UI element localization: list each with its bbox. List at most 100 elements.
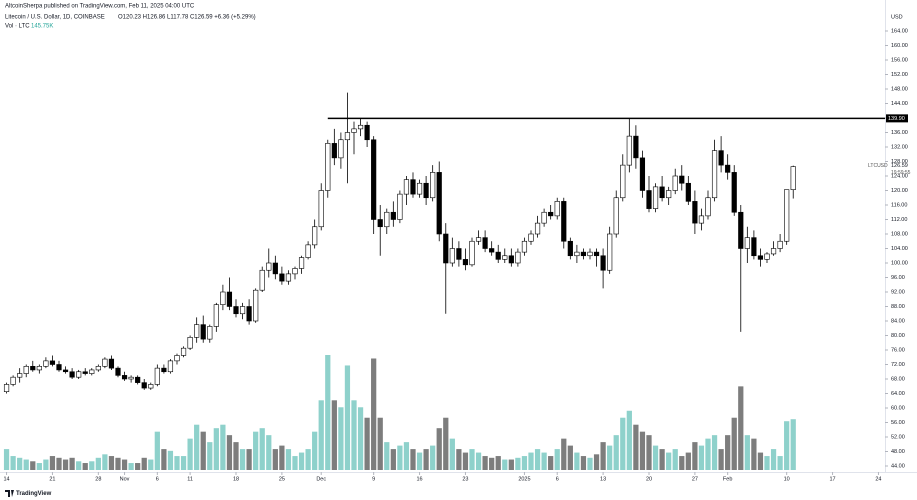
volume-bar [639, 431, 646, 470]
volume-bar [17, 457, 23, 470]
candle-body [220, 291, 226, 305]
volume-bar [292, 456, 298, 470]
candle-body [567, 240, 573, 257]
y-tick-label: 84.00 [891, 318, 905, 324]
y-tick-label: 64.00 [891, 391, 905, 397]
candle-body [298, 257, 305, 269]
candle-body [397, 193, 403, 220]
volume-bar [685, 452, 691, 470]
volume-bar [475, 452, 482, 470]
y-tick-label: 152.00 [891, 72, 908, 78]
candle-body [521, 240, 528, 253]
volume-bar [36, 463, 42, 470]
volume-bar [102, 454, 108, 470]
volume-bar [593, 454, 600, 470]
volume-bar [613, 435, 619, 470]
author-line: AltcoinSherpa published on TradingView.c… [5, 4, 195, 10]
volume-bar [390, 449, 396, 470]
candle-body [685, 182, 691, 202]
volume-bar [141, 457, 147, 470]
volume-bar [23, 459, 29, 470]
y-tick-label: 144.00 [891, 101, 908, 107]
volume-bar [49, 456, 56, 470]
y-tick-label: 48.00 [891, 449, 905, 455]
candle-body [305, 244, 311, 258]
volume-bar [76, 461, 82, 470]
candle-body [580, 251, 587, 257]
volume-bar [587, 457, 593, 470]
volume-bar [371, 358, 377, 470]
volume-bar [318, 400, 324, 470]
candle-body [508, 255, 514, 264]
volume-bar [89, 461, 95, 470]
candle-body [475, 237, 482, 242]
volume-bar [174, 456, 180, 470]
volume-bar [108, 456, 115, 470]
volume-bar [534, 449, 541, 470]
candle-body [561, 201, 567, 242]
candle-body [272, 262, 278, 275]
x-tick-label: 23 [462, 476, 468, 482]
x-tick-label: 20 [646, 476, 652, 482]
volume-bar [777, 456, 783, 470]
candle-body [652, 186, 659, 209]
y-tick-label: 124.00 [891, 173, 908, 179]
x-tick-label: 17 [829, 476, 835, 482]
y-tick-label: 92.00 [891, 289, 905, 295]
volume-bar [561, 438, 567, 470]
candle-body [102, 358, 108, 367]
volume-bars [3, 355, 796, 470]
x-tick-label: 27 [692, 476, 698, 482]
candle-body [239, 306, 246, 315]
candle-body [738, 211, 744, 249]
candle-body [108, 358, 115, 369]
y-tick-label: 164.00 [891, 28, 908, 34]
candle-body [194, 324, 200, 338]
volume-value: 145.75K [31, 24, 53, 30]
y-tick-label: 108.00 [891, 231, 908, 237]
candle-body [430, 172, 436, 199]
candle-body [731, 172, 737, 213]
y-tick-label: 132.00 [891, 144, 908, 150]
volume-bar [495, 456, 501, 470]
volume-bar [115, 457, 121, 470]
volume-bar [239, 449, 246, 470]
candle-body [76, 371, 82, 378]
volume-bar [43, 459, 49, 470]
candle-body [469, 240, 475, 266]
volume-bar [82, 463, 88, 470]
x-tick-label: 6 [556, 476, 559, 482]
candle-body [443, 233, 449, 264]
candle-body [770, 248, 777, 255]
volume-bar [194, 424, 200, 470]
volume-bar [646, 435, 652, 470]
candle-body [259, 269, 265, 291]
volume-bar [456, 449, 462, 470]
candle-body [292, 268, 298, 275]
volume-bar [705, 438, 711, 470]
candle-body [489, 248, 495, 253]
candle-body [3, 384, 10, 392]
horizontal-line-tag [886, 114, 908, 123]
volume-bar [449, 438, 455, 470]
candle-body [744, 237, 750, 249]
x-tick-label: 14 [3, 476, 9, 482]
volume-bar [744, 435, 750, 470]
volume-bar [180, 456, 187, 470]
candle-body [161, 367, 167, 373]
y-tick-label: 80.00 [891, 333, 905, 339]
volume-bar [325, 355, 331, 470]
volume-bar [167, 450, 174, 470]
volume-bar [626, 410, 632, 470]
y-tick-label: 136.00 [891, 130, 908, 136]
candle-body [574, 251, 580, 257]
volume-bar [351, 400, 357, 470]
candle-body [69, 371, 75, 378]
volume-bar [312, 431, 318, 470]
candle-body [344, 132, 351, 141]
volume-bar [266, 435, 272, 470]
candle-body [148, 384, 154, 389]
volume-bar [757, 452, 764, 470]
countdown: 19:59:55 [891, 170, 911, 176]
candle-body [30, 366, 36, 371]
